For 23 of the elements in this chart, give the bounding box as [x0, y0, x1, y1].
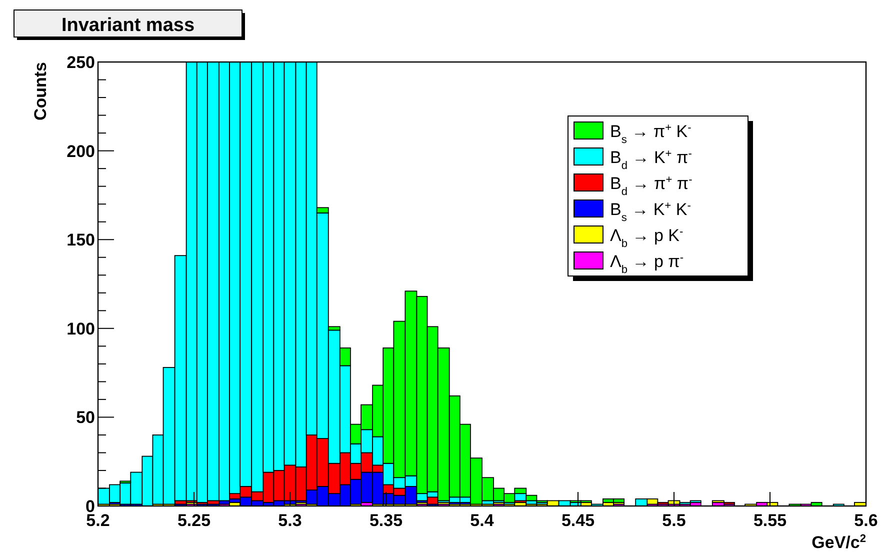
x-tick-label: 5.4: [470, 511, 494, 530]
x-tick-label: 5.6: [854, 511, 878, 530]
y-tick-label: 50: [76, 408, 95, 428]
x-tick-label: 5.35: [369, 511, 403, 530]
legend-label: Λ$_{b}$ → p π$^{-}$: [610, 252, 684, 276]
x-tick-label: 5.5: [662, 511, 686, 530]
x-axis-title: GeV/c$^{2}$: [812, 533, 866, 552]
x-tick-label: 5.25: [177, 511, 211, 530]
x-tick-label: 5.2: [86, 511, 110, 530]
y-tick-label: 100: [66, 319, 95, 338]
x-tick-label: 5.45: [561, 511, 595, 530]
y-tick-label: 250: [66, 53, 95, 72]
x-tick-label: 5.55: [753, 511, 787, 530]
y-tick-label: 200: [66, 142, 95, 161]
y-axis-title: Counts: [31, 62, 50, 121]
legend-label: B$_{s}$ → K$^{+}$ K$^{-}$: [610, 200, 692, 224]
legend-label: B$_{d}$ → K$^{+}$ π$^{-}$: [610, 148, 692, 172]
y-tick-label: 150: [66, 230, 95, 250]
legend-label: B$_{d}$ → π$^{+}$ π$^{-}$: [610, 174, 693, 198]
x-tick-label: 5.3: [278, 511, 302, 530]
chart-title: Invariant mass: [61, 15, 195, 36]
legend-label: Λ$_{b}$ → p K$^{-}$: [610, 226, 684, 250]
legend-label: B$_{s}$ → π$^{+}$ K$^{-}$: [610, 122, 692, 146]
